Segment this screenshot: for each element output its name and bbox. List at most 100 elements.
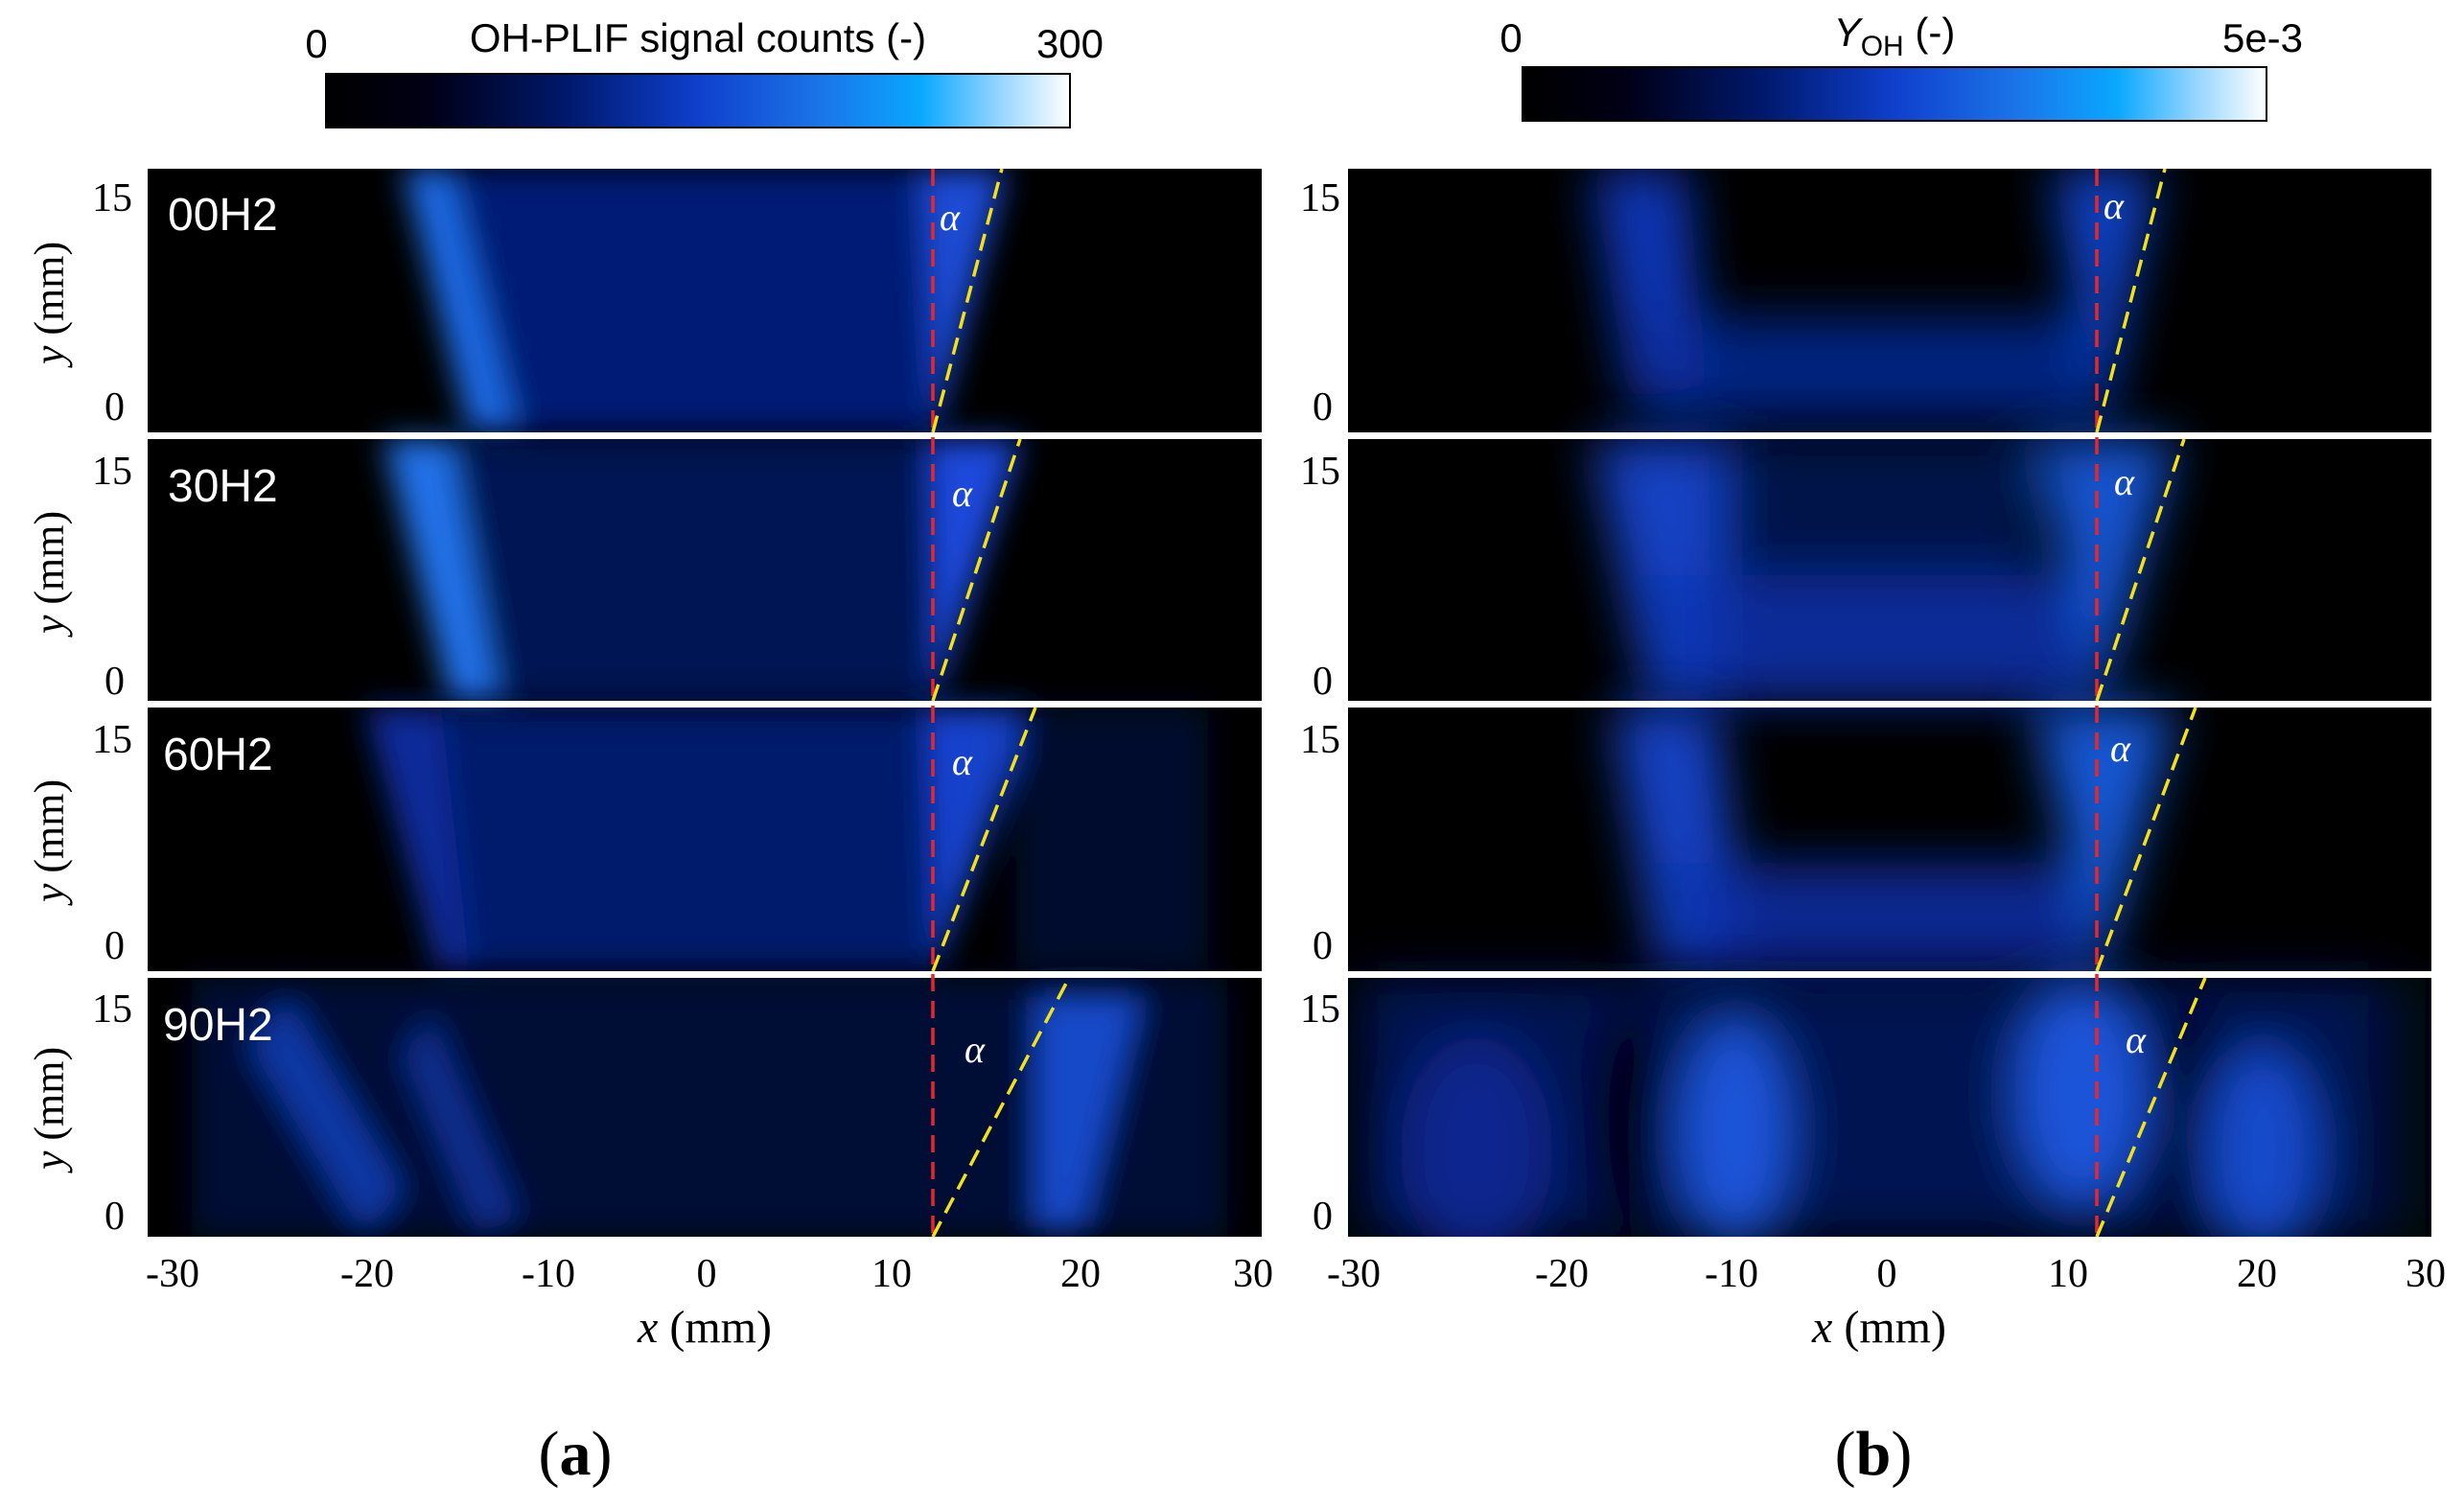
ylabel-a-r2: y (mm) <box>26 511 73 638</box>
colorbar-b-max-label: 5e-3 <box>2222 15 2303 60</box>
angle-label-a-2: α <box>952 472 973 515</box>
ylabels-a: y (mm) y (mm) y (mm) y (mm) <box>26 242 73 1173</box>
reference-lines <box>931 168 2207 1238</box>
panel-a-row2-field <box>384 439 1021 702</box>
xlabel-a: x (mm) <box>637 1302 772 1353</box>
panel-label-b-open: ( <box>1835 1419 1856 1489</box>
xlabel-b-unit: (mm) <box>1844 1302 1946 1353</box>
ylabel-a-r1-var: y <box>26 345 73 368</box>
angle-label-b-2: α <box>2114 460 2135 503</box>
colorbar-b-title-sub: OH <box>1861 31 1904 62</box>
ytick-b-r2-15: 15 <box>1300 450 1340 494</box>
case-label-90H2: 90H2 <box>163 1000 273 1051</box>
xtick-a-4: 10 <box>872 1252 912 1296</box>
panel-label-a-open: ( <box>539 1419 560 1489</box>
panel-label-a-close: ) <box>592 1419 613 1489</box>
angle-label-b-3: α <box>2110 727 2131 770</box>
angle-label-a-4: α <box>965 1028 986 1071</box>
case-labels: 00H2 30H2 60H2 90H2 <box>163 190 278 1051</box>
case-label-00H2: 00H2 <box>168 190 278 241</box>
angle-line-a-1 <box>931 168 1004 433</box>
yticks-a: 15 0 15 0 15 0 15 0 <box>92 176 132 1239</box>
ylabel-a-r3-var: y <box>26 883 73 906</box>
ylabel-a-r4-unit: (mm) <box>26 1047 73 1141</box>
case-label-30H2: 30H2 <box>168 461 278 512</box>
ylabel-a-r3-unit: (mm) <box>26 779 73 873</box>
ytick-a-r2-0: 0 <box>105 660 125 704</box>
xtick-b-2: -10 <box>1705 1252 1758 1296</box>
xtick-a-2: -10 <box>522 1252 575 1296</box>
panel-b-field <box>1348 169 2431 1237</box>
panel-label-a: (a) <box>539 1419 613 1489</box>
xtick-b-3: 0 <box>1877 1252 1897 1296</box>
colorbar-b: 0 YOH (-) 5e-3 <box>1499 10 2303 122</box>
ytick-b-r3-15: 15 <box>1300 718 1340 762</box>
colorbar-a-max-label: 300 <box>1036 21 1104 66</box>
xtick-a-3: 0 <box>697 1252 717 1296</box>
colorbar-a-title: OH-PLIF signal counts (-) <box>470 15 926 60</box>
ytick-b-r1-0: 0 <box>1313 385 1333 429</box>
ylabel-a-r1-unit: (mm) <box>26 242 73 336</box>
panel-b-row3-field <box>1611 708 2176 972</box>
colorbar-a: 0 OH-PLIF signal counts (-) 300 <box>305 15 1104 128</box>
ylabel-a-r2-unit: (mm) <box>26 511 73 605</box>
ytick-a-r1-0: 0 <box>105 385 125 429</box>
xlabel-b: x (mm) <box>1811 1302 1946 1353</box>
panel-a-row3-field <box>364 708 1208 972</box>
ytick-b-r1-15: 15 <box>1300 176 1340 221</box>
angle-label-a-3: α <box>952 740 973 783</box>
angle-line-a-4 <box>931 977 1071 1238</box>
ytick-b-r2-0: 0 <box>1313 660 1333 704</box>
ytick-a-r2-15: 15 <box>92 450 132 494</box>
xlabel-a-var: x <box>637 1302 658 1353</box>
angle-line-a-3 <box>931 707 1037 972</box>
angle-line-b-2 <box>2095 438 2186 702</box>
colorbar-b-title: YOH (-) <box>1834 10 1956 62</box>
colorbar-b-min-label: 0 <box>1499 15 1522 60</box>
ytick-a-r3-15: 15 <box>92 718 132 762</box>
ylabel-a-r1: y (mm) <box>26 242 73 368</box>
panel-b-row1-field <box>1592 169 2157 433</box>
angle-label-b-4: α <box>2126 1018 2147 1061</box>
colorbar-b-title-main: Y <box>1834 10 1864 55</box>
case-label-60H2: 60H2 <box>163 730 273 780</box>
ylabel-a-r2-var: y <box>26 615 73 638</box>
xtick-b-0: -30 <box>1327 1252 1381 1296</box>
panel-a-row1-field <box>403 169 1007 433</box>
angle-label-a-1: α <box>940 196 961 239</box>
xlabel-a-unit: (mm) <box>669 1302 772 1353</box>
angle-line-b-1 <box>2095 168 2167 433</box>
panel-label-b-close: ) <box>1891 1419 1912 1489</box>
panel-a-row4-field <box>192 978 1227 1237</box>
ylabel-a-r4: y (mm) <box>26 1047 73 1173</box>
panel-label-b-letter: b <box>1856 1419 1892 1489</box>
ytick-a-r3-0: 0 <box>105 924 125 968</box>
xlabel-b-var: x <box>1811 1302 1832 1353</box>
xtick-a-0: -30 <box>146 1252 199 1296</box>
xtick-b-6: 30 <box>2406 1252 2446 1296</box>
ytick-b-r4-0: 0 <box>1313 1195 1333 1239</box>
yticks-b: 15 0 15 0 15 0 15 0 <box>1300 176 1340 1239</box>
xticks-b: -30 -20 -10 0 10 20 30 <box>1327 1252 2446 1296</box>
ytick-a-r4-0: 0 <box>105 1195 125 1239</box>
ytick-a-r4-15: 15 <box>92 987 132 1032</box>
panel-b-row2-field <box>1592 439 2176 702</box>
xtick-b-4: 10 <box>2048 1252 2088 1296</box>
xtick-a-5: 20 <box>1060 1252 1101 1296</box>
angle-labels: α α α α α α α α <box>940 184 2147 1071</box>
colorbar-a-min-label: 0 <box>305 21 327 66</box>
ytick-b-r4-15: 15 <box>1300 987 1340 1032</box>
panel-label-b: (b) <box>1835 1419 1913 1489</box>
ytick-b-r3-0: 0 <box>1313 924 1333 968</box>
colorbar-b-gradient <box>1522 66 2267 122</box>
ytick-a-r1-15: 15 <box>92 176 132 221</box>
angle-line-b-3 <box>2095 707 2197 972</box>
xticks-a: -30 -20 -10 0 10 20 30 <box>146 1252 1273 1296</box>
xtick-a-6: 30 <box>1233 1252 1273 1296</box>
colorbar-b-title-suffix: (-) <box>1904 10 1956 55</box>
ylabel-a-r4-var: y <box>26 1150 73 1173</box>
panel-label-a-letter: a <box>560 1419 592 1489</box>
angle-label-b-1: α <box>2104 184 2125 227</box>
panel-b-row4-field <box>1361 978 2431 1237</box>
angle-line-a-2 <box>931 438 1022 702</box>
